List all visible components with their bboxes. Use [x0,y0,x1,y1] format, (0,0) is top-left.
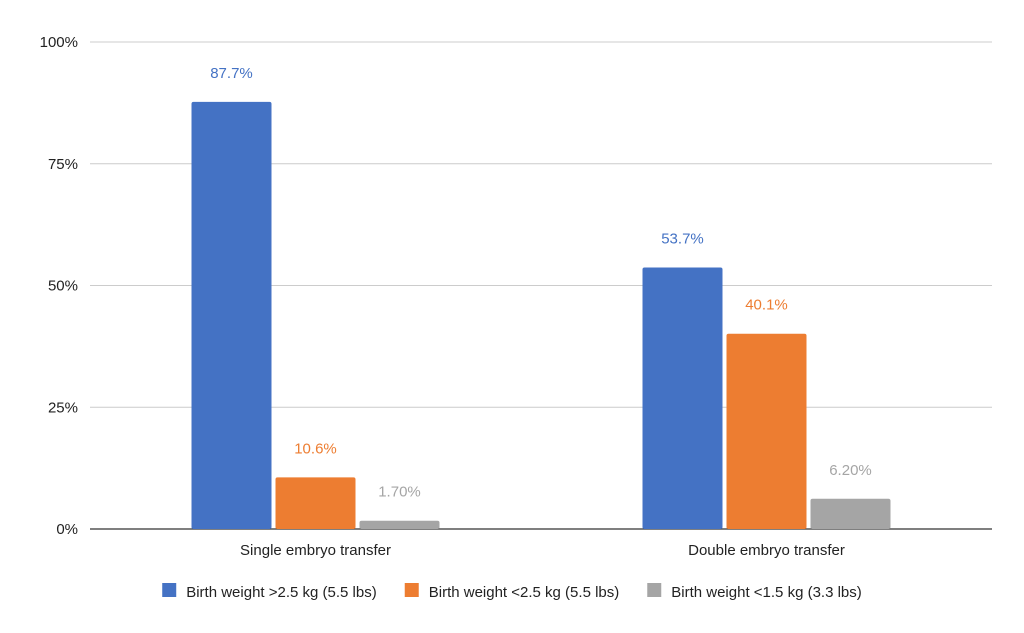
legend-swatch [647,583,662,597]
y-tick-label: 0% [56,521,78,538]
y-tick-label: 75% [48,156,78,173]
bar [191,101,272,529]
x-category-label: Single embryo transfer [240,542,391,559]
y-tick-label: 100% [40,34,78,51]
data-label: 6.20% [829,462,872,479]
bar [275,477,356,529]
bar [642,267,723,529]
data-label: 40.1% [745,297,788,314]
bar [726,333,807,529]
bar [359,520,440,529]
y-tick-label: 25% [48,399,78,416]
legend-swatch [404,583,419,597]
legend-label: Birth weight <2.5 kg (5.5 lbs) [429,584,620,601]
legend-label: Birth weight >2.5 kg (5.5 lbs) [186,584,377,601]
data-label: 87.7% [210,65,253,82]
data-label: 53.7% [661,230,704,247]
legend-label: Birth weight <1.5 kg (3.3 lbs) [671,584,862,601]
legend-swatch [162,583,177,597]
y-tick-label: 50% [48,278,78,295]
x-category-label: Double embryo transfer [688,542,845,559]
data-label: 1.70% [378,484,421,501]
bar [810,498,891,529]
data-label: 10.6% [294,440,337,457]
